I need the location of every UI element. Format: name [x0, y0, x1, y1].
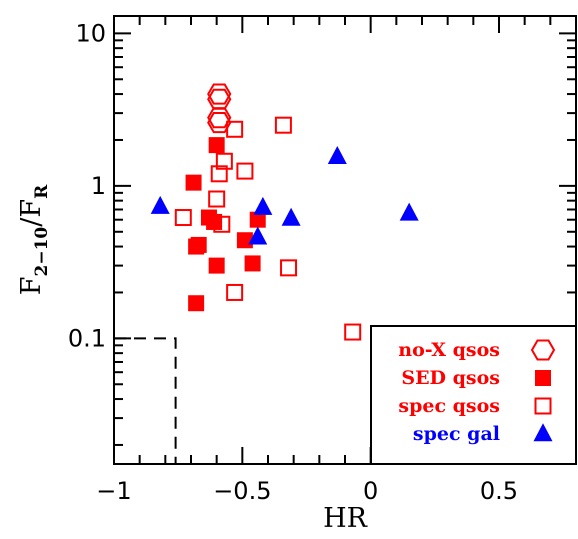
legend-label: SED qsos	[401, 367, 500, 389]
y-axis-title-sub1: 2−10	[32, 227, 52, 277]
data-point	[150, 195, 170, 214]
plot-frame	[113, 15, 577, 465]
data-point	[248, 226, 268, 245]
data-point	[207, 83, 232, 105]
legend: no-X qsos SED qsos spec qsos spec gal	[370, 325, 577, 465]
tick-labels: −1 −0.5 0 0.5 0.1 1 10	[68, 19, 518, 505]
data-point	[174, 209, 192, 227]
data-point	[188, 295, 205, 312]
x-tick-label: −0.5	[213, 477, 271, 505]
y-tick-label: 10	[75, 19, 106, 47]
data-point	[399, 202, 419, 221]
data-point	[208, 257, 225, 274]
y-axis-title-base: F	[16, 276, 47, 295]
data-point	[207, 112, 232, 134]
y-axis-title-slash: /F	[16, 199, 47, 227]
y-axis-title-sub2: R	[32, 184, 52, 199]
y-axis-title: F2−10/FR	[16, 184, 52, 295]
data-point	[280, 259, 298, 277]
y-tick-label: 1	[91, 172, 106, 200]
x-tick-label: −1	[96, 477, 131, 505]
data-point	[244, 255, 261, 272]
data-point	[281, 207, 301, 226]
data-point	[274, 116, 292, 134]
data-point	[226, 283, 244, 301]
data-point	[188, 238, 205, 255]
legend-label: spec qsos	[398, 395, 500, 417]
data-point	[253, 196, 273, 215]
data-point	[208, 190, 226, 208]
x-tick-label: 0	[363, 477, 378, 505]
legend-label: spec gal	[413, 423, 500, 445]
legend-marker	[535, 370, 551, 386]
data-point	[249, 211, 266, 228]
data-point	[185, 174, 202, 191]
data-point	[327, 146, 347, 165]
legend-marker	[533, 423, 553, 442]
data-point	[207, 107, 232, 129]
data-point	[344, 323, 362, 341]
dashed-region-layer	[114, 337, 177, 464]
data-point	[236, 162, 254, 180]
data-points	[150, 83, 419, 341]
data-point	[215, 152, 233, 170]
data-point	[208, 137, 225, 154]
data-point	[213, 215, 231, 233]
y-tick-label: 0.1	[68, 324, 106, 352]
legend-marker	[530, 339, 556, 361]
data-point	[210, 165, 228, 183]
data-point	[226, 120, 244, 138]
legend-marker	[534, 397, 552, 415]
dashed-boundary	[114, 337, 177, 464]
x-axis-title: HR	[323, 503, 368, 534]
x-tick-label: 0.5	[480, 477, 518, 505]
legend-label: no-X qsos	[398, 339, 500, 361]
